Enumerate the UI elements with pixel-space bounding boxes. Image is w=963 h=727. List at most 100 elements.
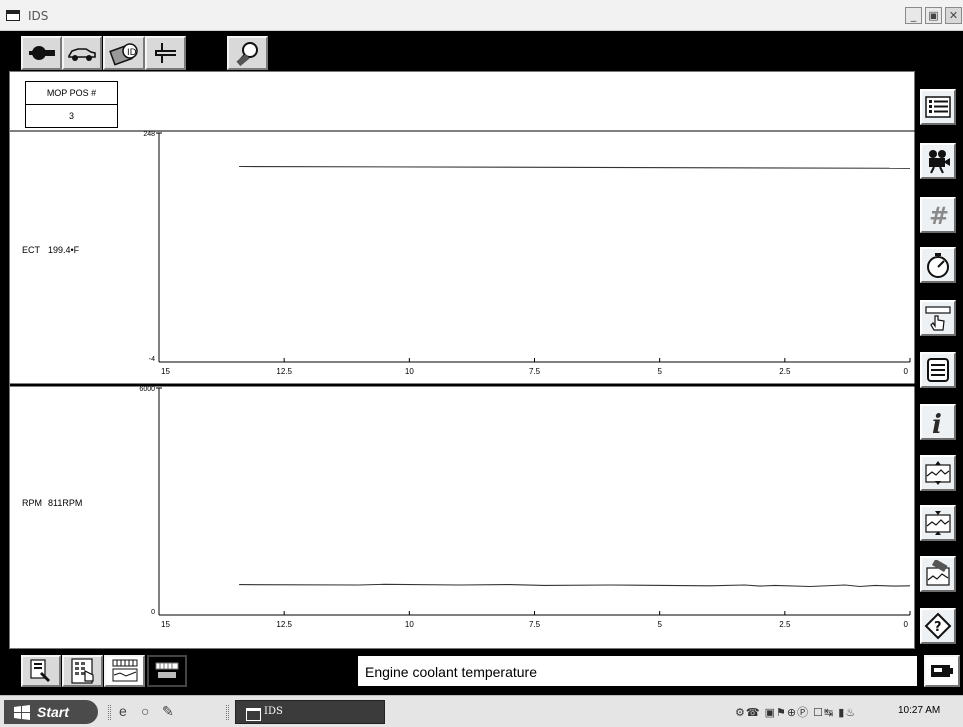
rpm-y-min-label: 0 xyxy=(151,609,155,616)
graph-scale-up-button[interactable] xyxy=(920,455,956,491)
select-pid-icon xyxy=(30,659,50,682)
data-logger-button[interactable] xyxy=(227,36,268,70)
vehicle-icon xyxy=(68,48,96,61)
connector-button[interactable] xyxy=(21,36,62,70)
svg-text:#: # xyxy=(929,202,949,228)
hash-icon: # xyxy=(929,202,949,228)
connector-icon xyxy=(28,46,55,60)
ie-icon[interactable]: e xyxy=(119,703,127,719)
rpm-chart: 6000 0 15 12.5 10 7.5 5 2.5 0 xyxy=(139,386,911,629)
help-button[interactable]: ? xyxy=(920,608,956,644)
toolbox-icon: ID xyxy=(109,43,138,66)
window-title: IDS xyxy=(28,9,49,23)
list-button[interactable] xyxy=(920,89,956,125)
right-toolbar: # i ? xyxy=(915,71,963,649)
list-icon xyxy=(925,96,951,118)
info-icon: i xyxy=(932,410,942,436)
select-pids-button[interactable] xyxy=(21,655,61,687)
mop-pos-value: 3 xyxy=(68,111,74,121)
data-logger-panel: MOP POS # 3 ECT 199.4•F RPM 811RPM 248 -4… xyxy=(9,71,916,649)
taskbar-item-ids[interactable]: IDS xyxy=(235,700,385,724)
ect-y-min-label: -4 xyxy=(149,356,155,363)
mop-pos-box: MOP POS # 3 xyxy=(25,81,118,128)
system-tray-icons[interactable]: ⚙☎ ▣⚑⊕Ⓟ ☐↹ ▮♨ xyxy=(735,707,857,719)
trigger-button[interactable] xyxy=(920,300,956,336)
window-icon xyxy=(6,10,20,21)
graph-clear-button[interactable] xyxy=(920,556,956,592)
start-button[interactable]: Start xyxy=(4,700,98,724)
os-taskbar: Start e ○ ✎ IDS ⚙☎ ▣⚑⊕Ⓟ ☐↹ ▮♨ 10:27 AM xyxy=(0,695,963,727)
bottom-toolbar: Engine coolant temperature xyxy=(0,649,963,691)
graph-scale-down-button[interactable] xyxy=(920,505,956,541)
print-button[interactable] xyxy=(920,352,956,388)
rpm-x-tick-label: 10 xyxy=(405,620,414,629)
rpm-value: 811RPM xyxy=(48,498,83,508)
svg-text:i: i xyxy=(932,410,942,436)
svg-text:ID: ID xyxy=(127,48,137,58)
ect-series-line xyxy=(239,165,911,169)
rpm-x-tick-label: 7.5 xyxy=(529,620,541,629)
stopwatch-button[interactable] xyxy=(920,247,956,283)
ect-label: ECT xyxy=(22,245,40,255)
plug-button[interactable] xyxy=(145,36,186,70)
rpm-x-tick-label: 0 xyxy=(904,620,909,629)
ect-y-max-label: 248 xyxy=(143,131,155,138)
ect-x-tick-label: 0 xyxy=(904,367,909,376)
ect-x-tick-label: 5 xyxy=(657,367,662,376)
rpm-x-tick-label: 15 xyxy=(161,620,170,629)
window-titlebar: IDS _ ▣ ✕ xyxy=(0,0,963,31)
rpm-label: RPM xyxy=(22,498,42,508)
ect-x-tick-label: 15 xyxy=(161,367,170,376)
top-toolbar: ID xyxy=(0,31,963,71)
trigger-icon xyxy=(925,306,951,331)
print-icon xyxy=(927,358,949,382)
keypad-icon xyxy=(70,658,94,684)
playback-icon xyxy=(155,662,179,678)
camera-icon xyxy=(929,150,950,174)
rpm-x-tick-label: 2.5 xyxy=(779,620,791,629)
status-bar: Engine coolant temperature xyxy=(357,655,918,687)
windows-logo-icon xyxy=(14,705,30,720)
rpm-y-max-label: 6000 xyxy=(139,386,155,393)
rpm-x-tick-label: 12.5 xyxy=(276,620,292,629)
close-button[interactable]: ✕ xyxy=(945,7,962,24)
graph-view-button[interactable] xyxy=(104,655,145,687)
stopwatch-icon xyxy=(927,253,949,278)
graph-scale-down-icon xyxy=(925,511,951,535)
plug-icon xyxy=(154,43,176,63)
record-button[interactable] xyxy=(920,143,956,179)
graph-clear-icon xyxy=(926,560,950,586)
info-button[interactable]: i xyxy=(920,404,956,440)
ect-x-tick-label: 2.5 xyxy=(779,367,791,376)
start-label: Start xyxy=(37,704,69,720)
ect-x-tick-label: 12.5 xyxy=(276,367,292,376)
playback-button[interactable] xyxy=(147,655,187,687)
maximize-button[interactable]: ▣ xyxy=(925,7,942,24)
minimize-button[interactable]: _ xyxy=(905,7,922,24)
media-player-icon[interactable]: ○ xyxy=(141,703,150,719)
keypad-button[interactable] xyxy=(62,655,103,687)
mop-pos-header: MOP POS # xyxy=(26,82,117,105)
ect-value: 199.4•F xyxy=(48,245,80,255)
rpm-x-tick-label: 5 xyxy=(657,620,662,629)
battery-icon xyxy=(931,665,953,677)
status-text: Engine coolant temperature xyxy=(365,664,537,680)
vcm-status-button[interactable] xyxy=(924,655,960,687)
rpm-series-line xyxy=(239,583,911,588)
vehicle-button[interactable] xyxy=(62,36,102,70)
toolbox-button[interactable]: ID xyxy=(103,36,145,70)
graph-scale-up-icon xyxy=(925,461,951,485)
hash-button[interactable]: # xyxy=(920,197,956,233)
svg-text:?: ? xyxy=(934,620,942,635)
taskbar-grip-2 xyxy=(226,705,229,720)
edit-icon[interactable]: ✎ xyxy=(162,703,174,719)
taskbar-grip xyxy=(108,705,111,720)
ect-x-tick-label: 7.5 xyxy=(529,367,541,376)
graph-view-icon xyxy=(112,659,137,682)
ect-chart: 248 -4 15 12.5 10 7.5 5 2.5 0 xyxy=(143,131,911,376)
clock: 10:27 AM xyxy=(898,705,941,716)
data-logger-icon xyxy=(235,42,258,67)
ect-x-tick-label: 10 xyxy=(405,367,414,376)
help-icon: ? xyxy=(924,612,952,640)
